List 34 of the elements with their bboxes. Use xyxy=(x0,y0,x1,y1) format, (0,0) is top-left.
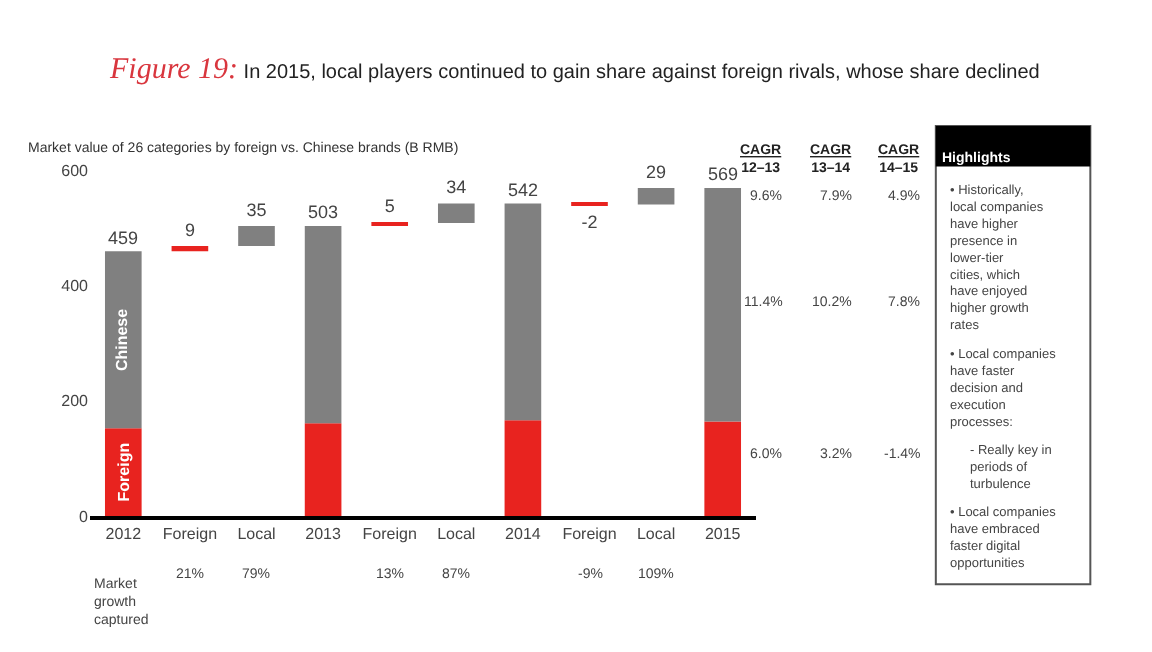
bar xyxy=(704,187,742,422)
x-tick-label: Local xyxy=(437,525,476,544)
data-label: 29 xyxy=(646,161,667,182)
y-tick-label: 600 xyxy=(61,161,90,180)
y-tick-label: 400 xyxy=(61,276,90,295)
x-tick-label: 2015 xyxy=(704,525,742,544)
bar xyxy=(504,420,542,516)
x-tick-label: Foreign xyxy=(162,525,218,544)
y-tick-label: 0 xyxy=(79,507,90,526)
x-tick-label: Local xyxy=(237,525,277,544)
data-label: 35 xyxy=(246,199,267,220)
x-tick-label: Local xyxy=(636,525,676,544)
x-tick-label: Foreign xyxy=(362,525,417,544)
total-label: 503 xyxy=(308,202,339,222)
x-tick-label: 2013 xyxy=(305,525,342,544)
data-label: 5 xyxy=(384,196,395,216)
x-tick-label: 2012 xyxy=(105,525,143,544)
bar xyxy=(304,423,342,516)
x-tick-label: 2014 xyxy=(505,525,542,544)
series-label: Chinese xyxy=(113,307,132,372)
total-label: 569 xyxy=(708,164,739,184)
bar xyxy=(104,251,142,429)
data-label: 34 xyxy=(446,177,467,198)
y-tick-label: 200 xyxy=(61,392,90,411)
data-label: 9 xyxy=(184,220,195,241)
total-label: 542 xyxy=(508,180,539,200)
bar xyxy=(304,225,342,424)
bar xyxy=(504,203,542,421)
x-tick-label: Foreign xyxy=(562,525,617,544)
data-label: -2 xyxy=(581,212,598,232)
total-label: 459 xyxy=(108,228,139,248)
series-label: Foreign xyxy=(115,442,134,502)
bar xyxy=(704,421,742,516)
chart-title: Figure 19: In 2015, local players continued to gain share against foreign rivals, whose share declined xyxy=(108,54,1040,86)
